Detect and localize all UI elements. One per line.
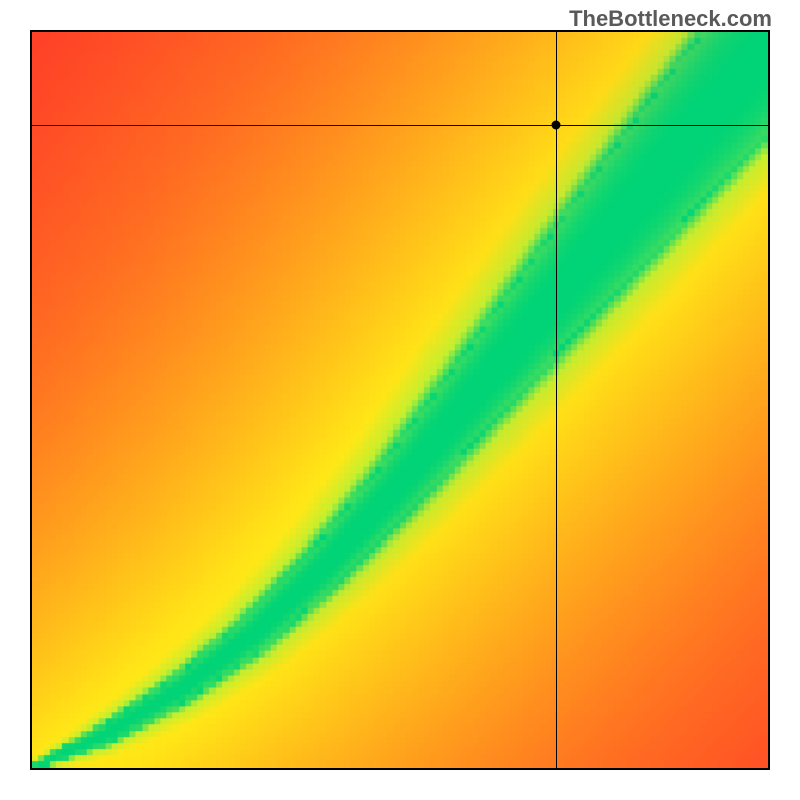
crosshair-horizontal: [32, 125, 768, 126]
watermark-text: TheBottleneck.com: [569, 6, 772, 32]
crosshair-vertical: [556, 32, 557, 768]
heatmap-canvas: [32, 32, 768, 768]
bottleneck-heatmap-chart: [30, 30, 770, 770]
selection-marker: [551, 120, 560, 129]
